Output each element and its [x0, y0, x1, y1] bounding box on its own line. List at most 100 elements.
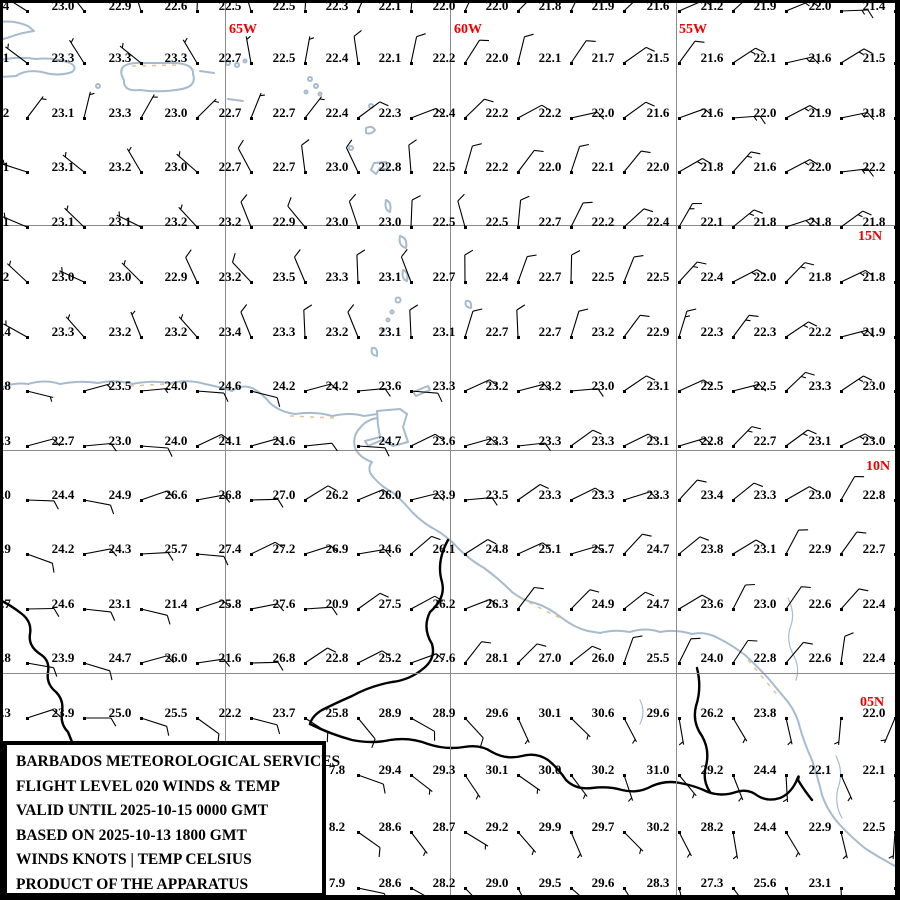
wind-barb — [196, 599, 223, 610]
station-temp: 23.1 — [808, 433, 832, 448]
virgin-islands — [242, 58, 248, 64]
station-temp: 22.0 — [753, 105, 777, 120]
station-temp: 25.7 — [164, 541, 188, 556]
wind-barb — [213, 100, 220, 103]
wind-barb — [701, 594, 711, 601]
wind-barb — [223, 556, 229, 566]
station-temp: 26.3 — [485, 596, 509, 611]
wind-barb — [434, 595, 444, 602]
wind-barb — [250, 603, 278, 610]
station-dot — [357, 117, 360, 120]
station-dot — [623, 499, 626, 502]
wind-barb — [26, 553, 53, 564]
wind-barb — [410, 433, 436, 447]
wind-barb — [223, 494, 231, 503]
wind-barb — [410, 492, 438, 501]
wind-barb — [866, 112, 875, 120]
wind-barb — [758, 383, 767, 392]
wind-barb — [250, 541, 276, 555]
wind-barb — [857, 214, 863, 218]
station-dot — [304, 281, 307, 284]
station-temp: 24.7 — [108, 650, 132, 665]
station-temp: 22.3 — [325, 0, 349, 13]
station-temp: 26.1 — [432, 541, 456, 556]
station-temp: 24.2 — [272, 378, 296, 393]
station-dot — [357, 553, 360, 556]
station-dot — [570, 887, 573, 890]
station-temp: 24.2 — [325, 378, 349, 393]
station-dot — [26, 226, 29, 229]
station-temp: 22.6 — [808, 596, 832, 611]
station-temp: 22.4 — [325, 50, 349, 65]
station-dot — [623, 887, 626, 890]
wind-barb — [140, 445, 168, 449]
map-frame-left — [0, 0, 3, 900]
wind-barb — [428, 789, 431, 795]
wind-barb — [570, 831, 583, 858]
wind-barb — [704, 437, 713, 446]
trinidad — [364, 408, 409, 447]
station-dot — [732, 10, 735, 13]
station-dot — [250, 662, 253, 665]
station-dot — [357, 336, 360, 339]
map-frame-top — [0, 0, 900, 3]
station-dot — [410, 10, 413, 13]
wind-barb — [641, 150, 651, 154]
station-temp: 26.0 — [378, 487, 402, 502]
wind-barb — [811, 218, 820, 226]
station-temp: 23.4 — [218, 324, 242, 339]
station-dot — [83, 281, 86, 284]
wind-barb — [697, 261, 707, 265]
station-dot — [623, 281, 626, 284]
wind-barb — [787, 741, 792, 746]
wind-barb — [742, 738, 746, 744]
station-temp: 23.1 — [646, 378, 670, 393]
station-temp: 30.6 — [591, 705, 615, 720]
wind-barb — [464, 311, 474, 338]
wind-barb — [747, 639, 758, 642]
wind-barb — [732, 774, 744, 801]
station-dot — [840, 117, 843, 120]
wind-barb — [732, 314, 750, 338]
wind-barb — [732, 426, 753, 447]
wind-barb — [64, 151, 67, 158]
legend-source: PRODUCT OF THE APPARATUS — [16, 875, 249, 893]
station-temp: 26.9 — [325, 541, 349, 556]
venezuela-brazil-border — [0, 598, 74, 744]
station-temp: 22.2 — [485, 159, 509, 174]
station-temp: .7 — [1, 596, 11, 611]
guadeloupe — [370, 161, 389, 175]
wind-barb — [357, 0, 364, 12]
station-dot — [785, 831, 788, 834]
station-temp: 1 — [2, 214, 10, 229]
leeward-islands — [307, 76, 313, 82]
legend-units: WINDS KNOTS | TEMP CELSIUS — [16, 851, 252, 868]
station-temp: 22.6 — [164, 0, 188, 13]
wind-barb — [732, 47, 756, 64]
station-dot — [517, 608, 520, 611]
station-dot — [840, 62, 843, 65]
station-dot — [410, 226, 413, 229]
station-dot — [678, 831, 681, 834]
wind-barb — [472, 143, 482, 147]
wind-barb — [464, 717, 484, 739]
wind-barb — [755, 539, 765, 546]
wind-barb — [840, 831, 848, 859]
wind-barb — [464, 598, 491, 610]
wind-barb — [304, 717, 328, 734]
station-temp: 21.6 — [646, 105, 670, 120]
wind-barb — [632, 739, 636, 744]
vieques — [199, 70, 215, 74]
wind-barb — [231, 253, 236, 263]
station-temp: 24.7 — [378, 433, 402, 448]
wind-barb — [357, 101, 381, 119]
station-temp: 22.0 — [646, 159, 670, 174]
station-temp: 22.4 — [700, 269, 724, 284]
wind-barb — [400, 249, 408, 258]
wind-barb — [840, 774, 853, 800]
station-dot — [464, 499, 467, 502]
wind-barb — [586, 40, 596, 42]
wind-barb — [517, 542, 543, 555]
station-temp: 8.2 — [328, 819, 346, 834]
wind-barb — [26, 390, 54, 399]
